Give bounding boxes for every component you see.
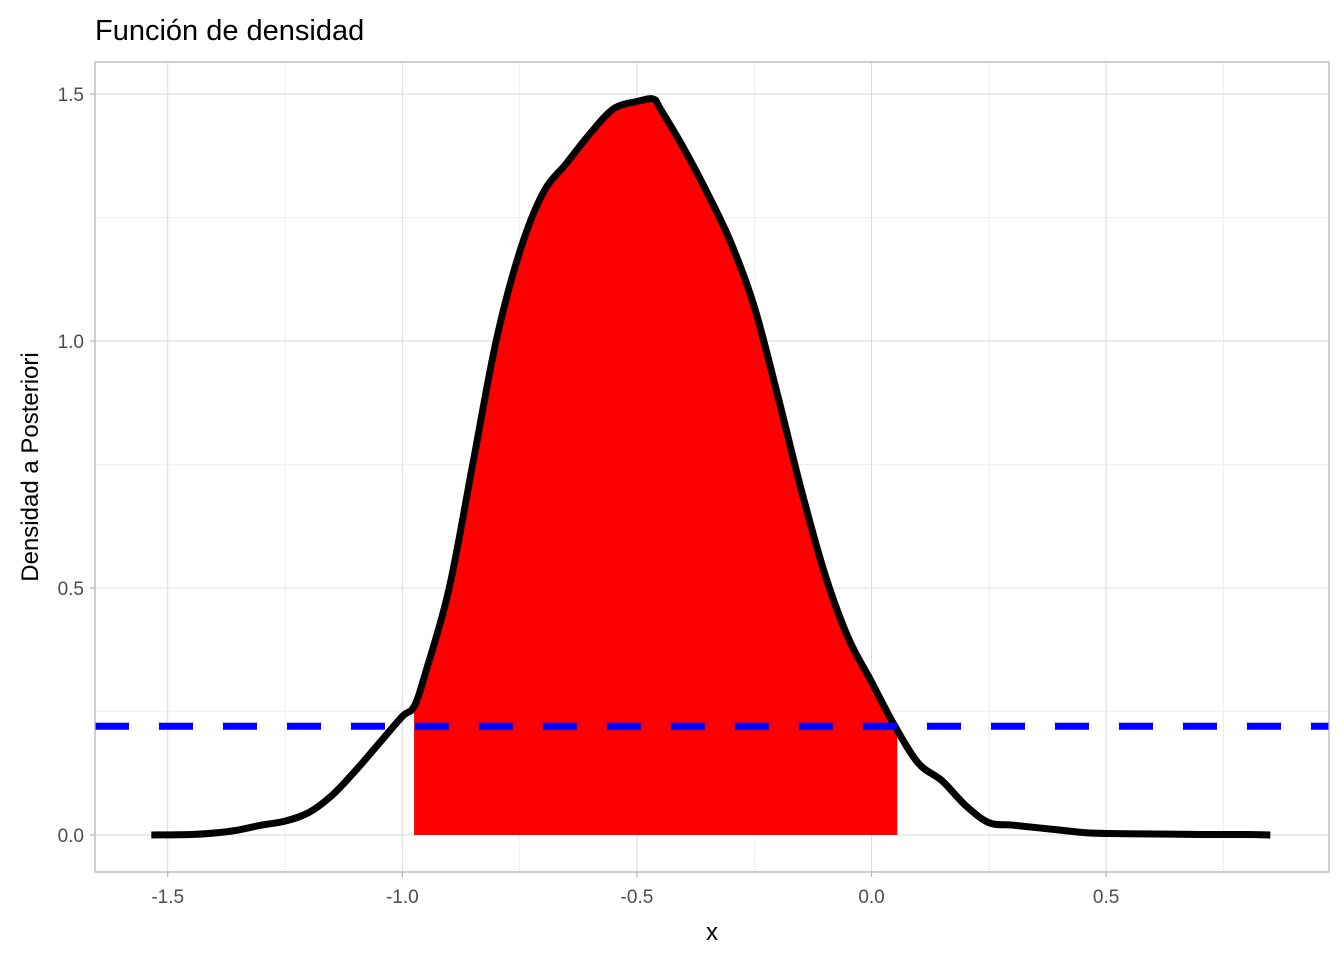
x-tick-label: 0.5 <box>1093 887 1119 908</box>
x-tick-label: -1.0 <box>386 887 419 908</box>
x-tick-label: 0.0 <box>858 887 884 908</box>
credible-interval-area <box>414 98 898 835</box>
y-tick-label: 0.0 <box>58 826 84 847</box>
axes: -1.5 -1.0 -0.5 0.0 0.5 0.0 0.5 1.0 1.5 <box>58 85 1120 908</box>
panel-border <box>94 61 1330 873</box>
density-line <box>151 95 1271 839</box>
plot-marks <box>95 95 1329 839</box>
x-tick-label: -0.5 <box>621 887 654 908</box>
y-tick-label: 1.5 <box>58 85 84 106</box>
x-tick-label: -1.5 <box>151 887 184 908</box>
y-tick-label: 1.0 <box>58 332 84 353</box>
y-axis-title: Densidad a Posteriori <box>17 352 44 581</box>
y-tick-label: 0.5 <box>58 579 84 600</box>
chart-title: Función de densidad <box>95 15 364 47</box>
x-axis-title: x <box>706 919 718 946</box>
